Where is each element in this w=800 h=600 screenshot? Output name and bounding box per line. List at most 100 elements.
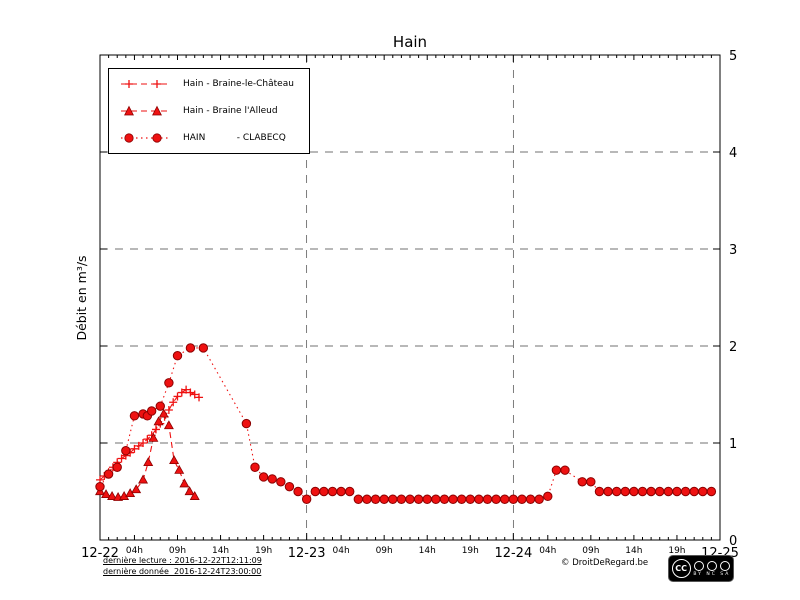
triangle-marker <box>153 416 164 426</box>
y-axis-label: Débit en m³/s <box>74 255 89 340</box>
legend-label: HAIN - CLABECQ <box>183 133 286 143</box>
triangle-marker <box>158 408 169 418</box>
circle-marker <box>551 465 562 475</box>
x-tick-label-day: 12-24 <box>494 546 532 561</box>
legend-item-braine-l-alleud: Hain - Braine l'Alleud <box>119 99 309 123</box>
circle-marker <box>448 494 458 504</box>
circle-marker <box>698 486 708 497</box>
triangle-marker <box>143 457 154 466</box>
circle-marker <box>95 481 105 492</box>
legend-label: Hain - Braine l'Alleud <box>183 106 278 116</box>
circle-marker <box>413 494 424 504</box>
circle-marker <box>250 462 260 472</box>
cc-term-labels: BY NC SA <box>693 571 731 577</box>
circle-marker <box>301 494 312 504</box>
triangle-marker <box>184 486 195 496</box>
circle-marker <box>379 494 389 504</box>
triangle-marker <box>169 455 180 465</box>
x-tick-label-hour: 04h <box>126 546 143 556</box>
legend-item-clabecq: HAIN - CLABECQ <box>119 126 309 150</box>
x-tick-label-hour: 09h <box>376 546 393 556</box>
circle-marker <box>310 486 320 497</box>
circle-marker <box>103 469 114 479</box>
circle-marker <box>258 472 269 482</box>
x-tick-label-hour: 14h <box>212 546 229 556</box>
x-tick-label-day: 12-23 <box>288 546 326 561</box>
cc-license-terms: BY NC SA <box>693 560 731 577</box>
y-tick-label: 2 <box>729 340 737 355</box>
last-data-timestamp: dernière donnée 2016-12-24T23:00:00 <box>103 567 262 576</box>
circle-marker <box>431 494 441 504</box>
circle-marker <box>164 378 174 388</box>
x-tick-label-hour: 19h <box>255 546 272 556</box>
circle-marker <box>121 446 131 456</box>
circle-marker <box>293 486 303 497</box>
circle-marker <box>284 481 295 492</box>
triangle-marker <box>148 432 159 442</box>
triangle-marker <box>163 420 174 430</box>
circle-marker <box>646 486 656 497</box>
circle-marker <box>146 406 157 416</box>
plus-marker <box>169 398 178 407</box>
triangle-marker-line-icon <box>121 105 169 116</box>
cc-logo-icon: CC <box>671 559 691 578</box>
circle-marker <box>611 486 622 497</box>
circle-marker <box>456 494 467 504</box>
x-tick-label-day: 12-22 <box>81 546 119 561</box>
circle-marker <box>198 343 209 353</box>
circle-marker <box>465 494 475 504</box>
circle-marker <box>689 486 699 497</box>
circle-marker <box>637 486 648 497</box>
circle-marker <box>422 494 432 504</box>
legend-label: Hain - Braine-le-Château <box>183 79 294 89</box>
copyright-link[interactable]: © DroitDeRegard.be <box>561 558 649 568</box>
y-tick-label: 0 <box>729 534 737 549</box>
x-tick-label-hour: 19h <box>668 546 685 556</box>
creative-commons-license-badge[interactable]: CC BY NC SA <box>668 555 734 582</box>
plus-marker-line-icon <box>121 80 169 88</box>
x-tick-label-hour: 14h <box>625 546 642 556</box>
chart-legend: Hain - Braine-le-Château Hain - Braine l… <box>108 68 310 154</box>
circle-marker <box>706 486 717 497</box>
circle-marker <box>586 477 596 487</box>
triangle-marker <box>131 484 142 494</box>
y-tick-label: 4 <box>729 146 737 161</box>
x-tick-label-hour: 04h <box>539 546 556 556</box>
plus-marker <box>182 385 191 394</box>
plus-marker <box>164 406 173 415</box>
circle-marker <box>345 486 355 497</box>
plus-marker <box>195 393 204 402</box>
circle-marker <box>525 494 536 504</box>
plus-marker <box>173 392 182 401</box>
cc-by-icon <box>693 560 704 571</box>
circle-marker <box>603 486 613 497</box>
circle-marker <box>362 494 372 504</box>
circle-marker <box>327 486 338 497</box>
circle-marker <box>655 486 665 497</box>
plus-marker <box>177 388 186 397</box>
cc-sa-icon <box>719 560 730 571</box>
circle-marker <box>474 494 484 504</box>
y-tick-label: 1 <box>729 437 737 452</box>
triangle-marker <box>138 474 149 484</box>
triangle-marker <box>179 478 190 488</box>
circle-marker <box>594 486 605 497</box>
series-line-1 <box>99 412 196 498</box>
cc-nc-icon <box>706 560 717 571</box>
legend-item-braine-le-chateau: Hain - Braine-le-Château <box>119 72 309 96</box>
circle-marker <box>439 494 450 504</box>
x-tick-label-hour: 14h <box>419 546 436 556</box>
circle-marker <box>405 494 415 504</box>
y-tick-label: 3 <box>729 243 737 258</box>
circle-marker <box>500 494 510 504</box>
y-tick-label: 5 <box>729 49 737 64</box>
triangle-marker <box>101 489 112 499</box>
circle-marker <box>672 486 682 497</box>
circle-marker <box>319 486 329 497</box>
circle-marker <box>508 494 519 504</box>
plus-marker <box>190 390 199 399</box>
series-line-2 <box>99 347 712 501</box>
circle-marker <box>370 494 381 504</box>
